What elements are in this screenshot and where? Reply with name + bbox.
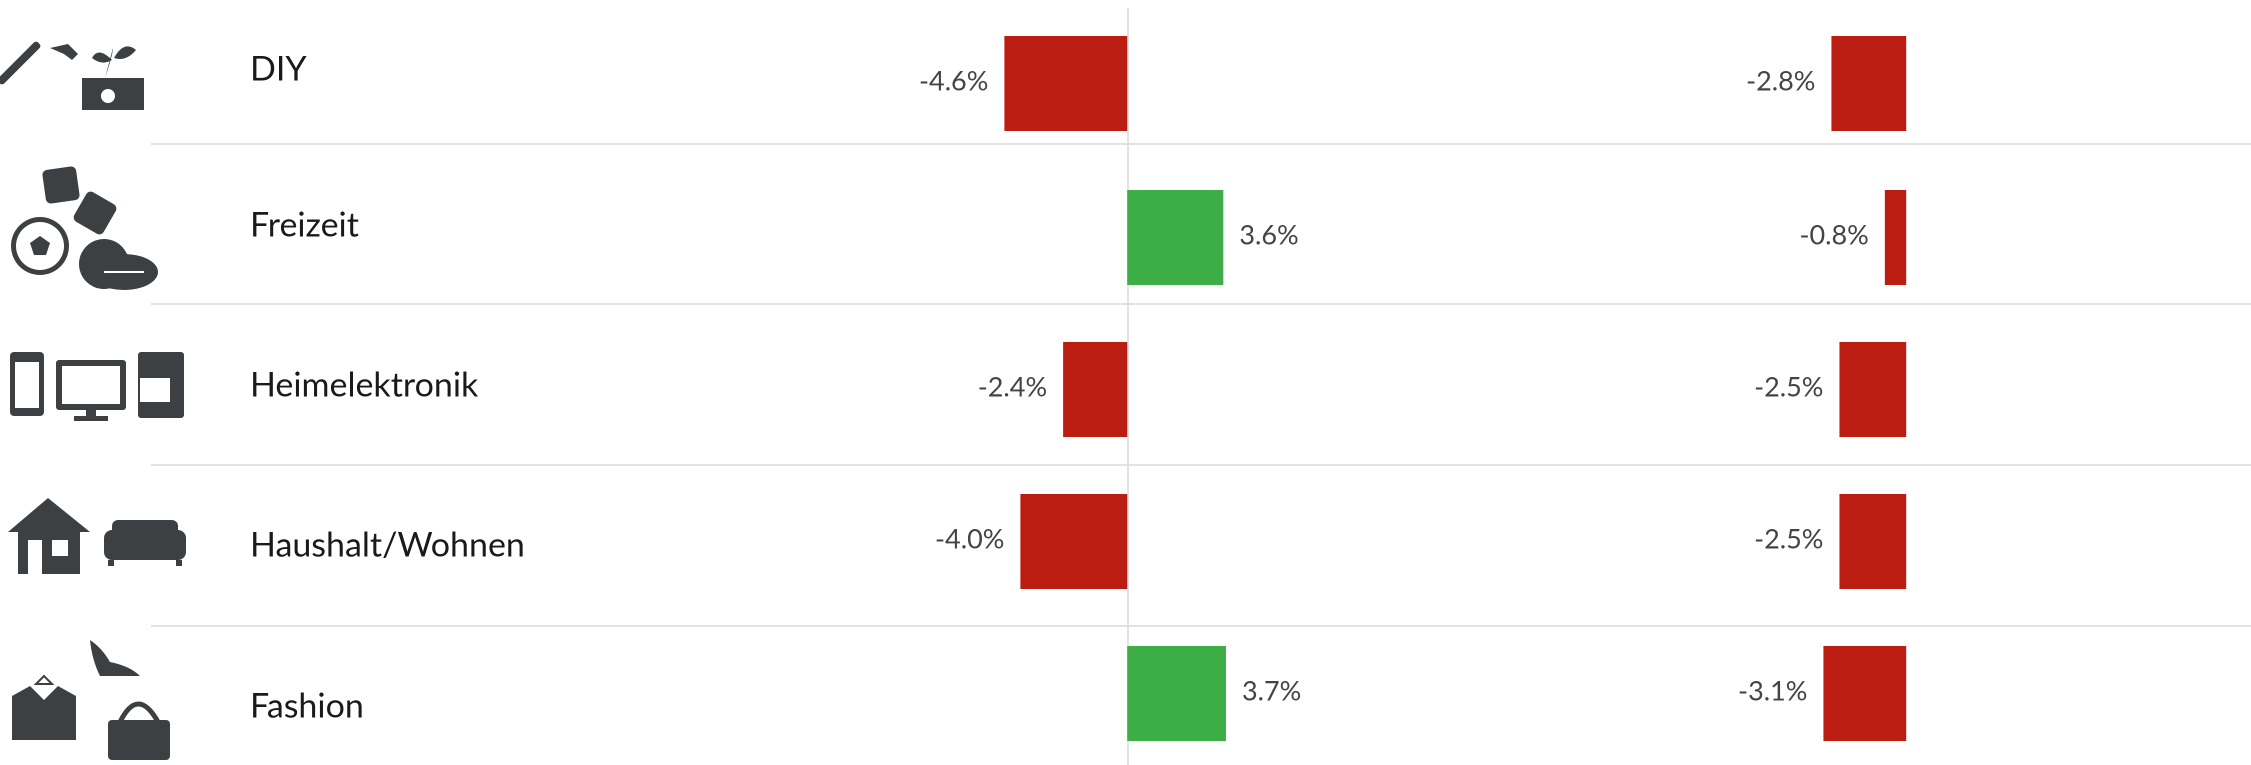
value-label: -4.6% — [919, 63, 988, 96]
bar — [1831, 36, 1907, 131]
bar — [1020, 494, 1128, 589]
bar — [1839, 342, 1907, 437]
bar — [1127, 646, 1226, 741]
bar — [1839, 494, 1907, 589]
value-label: -2.8% — [1746, 63, 1815, 96]
value-label: -4.0% — [935, 521, 1004, 554]
value-label: 3.7% — [1242, 673, 1301, 706]
value-label: 3.6% — [1239, 217, 1298, 250]
category-label: Fashion — [250, 685, 364, 726]
value-label: -2.5% — [1754, 521, 1823, 554]
category-label: Freizeit — [250, 204, 359, 245]
value-label: -3.1% — [1738, 673, 1807, 706]
bar — [1004, 36, 1128, 131]
icon-diy — [0, 41, 144, 110]
icon-heimelektronik — [10, 352, 184, 421]
bar — [1823, 646, 1907, 741]
value-label: -2.4% — [978, 369, 1047, 402]
category-label: DIY — [250, 48, 307, 89]
row-separators — [151, 143, 2251, 627]
category-label: Heimelektronik — [250, 364, 479, 405]
value-label: -2.5% — [1754, 369, 1823, 402]
category-label: Haushalt/Wohnen — [250, 524, 525, 565]
bar — [1063, 342, 1128, 437]
bar — [1884, 190, 1907, 285]
bar — [1127, 190, 1224, 285]
icon-haushalt — [8, 498, 186, 574]
icon-fashion — [12, 640, 170, 760]
icon-freizeit — [11, 166, 158, 290]
value-label: -0.8% — [1799, 217, 1868, 250]
